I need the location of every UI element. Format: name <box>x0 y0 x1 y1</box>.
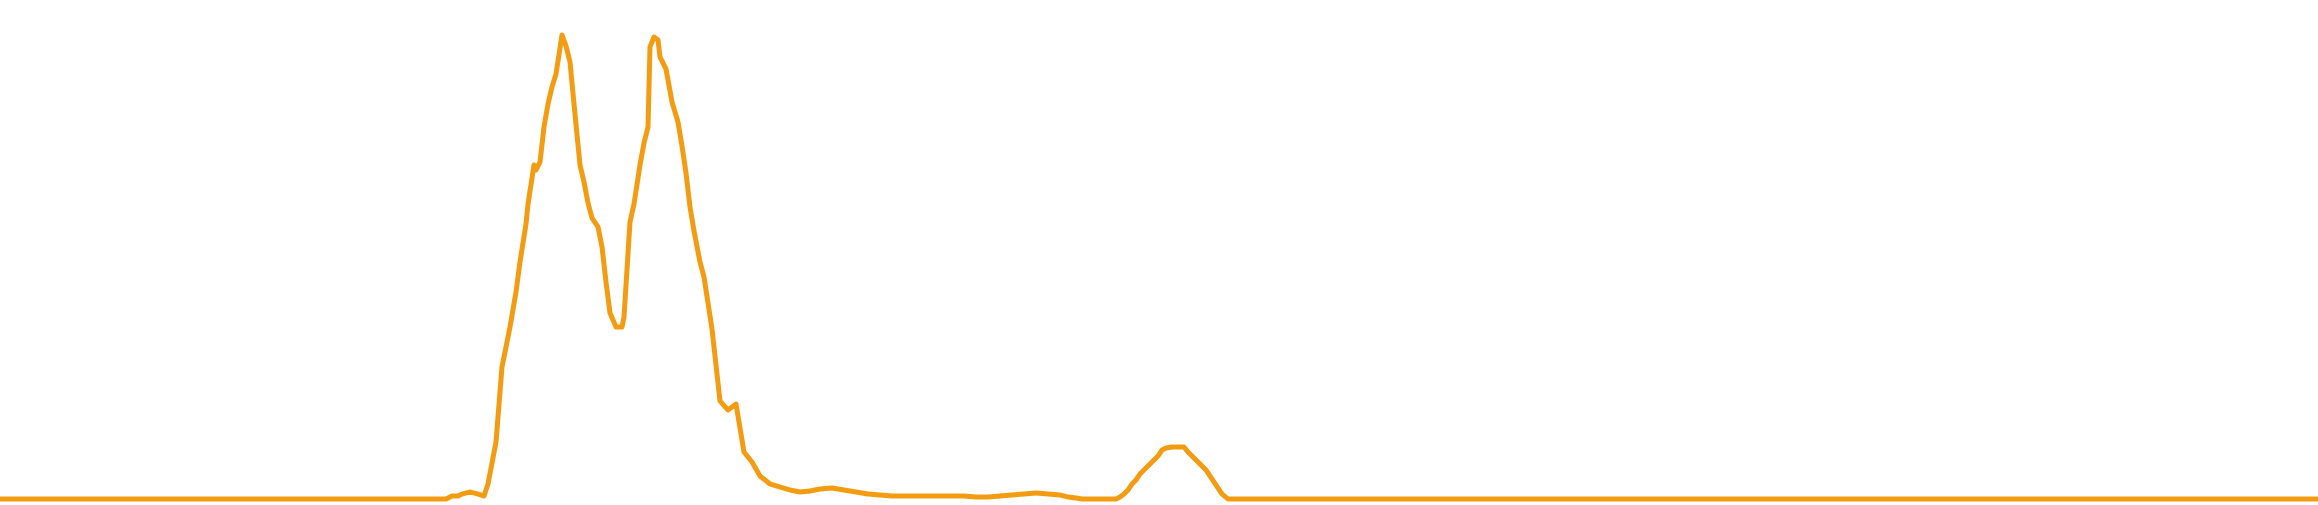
series-line-1 <box>0 32 2318 502</box>
series-layer <box>0 32 2318 502</box>
